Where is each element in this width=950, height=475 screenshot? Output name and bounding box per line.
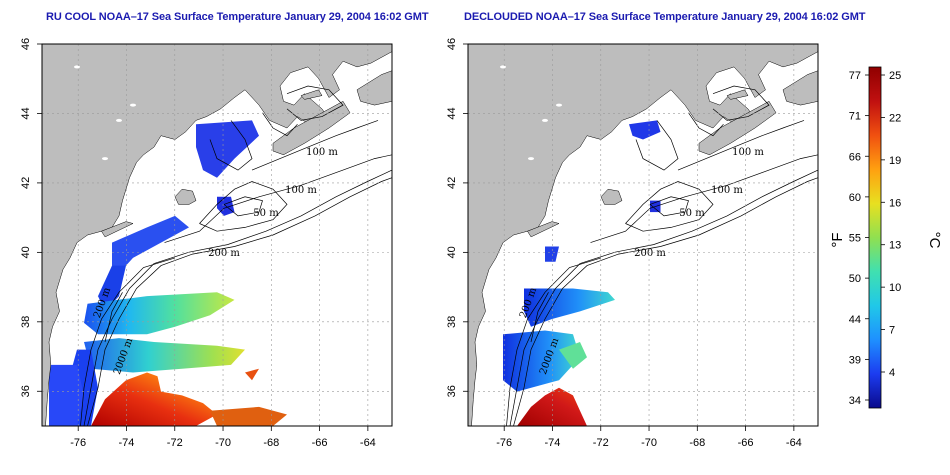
fahrenheit-tick: 34: [849, 395, 861, 407]
latitude-tick-label: 46: [20, 38, 32, 50]
longitude-tick-label: -64: [360, 437, 376, 449]
celsius-tick: 25: [889, 70, 901, 82]
latitude-tick-label: 44: [20, 107, 32, 119]
latitude-tick-label: 44: [446, 107, 458, 119]
longitude-tick-label: -66: [738, 437, 754, 449]
longitude-tick-label: -74: [545, 437, 561, 449]
fahrenheit-tick: 55: [849, 233, 861, 245]
graticule: -76 -74 -72 -70 -68 -66 -64 36 38 40 42 44 46: [446, 38, 818, 449]
contour-label: 100 m: [732, 147, 764, 158]
fahrenheit-tick: 66: [849, 151, 861, 163]
longitude-tick-label: -74: [119, 437, 135, 449]
contour-label: 50 m: [679, 208, 705, 219]
latitude-tick-label: 36: [20, 385, 32, 397]
fahrenheit-tick: 50: [849, 273, 861, 285]
latitude-tick-label: 46: [446, 38, 458, 50]
graticule: -76 -74 -72 -70 -68 -66 -64 36 38 40 42 44 46: [20, 38, 392, 449]
sst-swath: [49, 120, 287, 426]
contour-label: 100 m: [285, 185, 317, 196]
longitude-tick-label: -68: [263, 437, 279, 449]
celsius-tick: 16: [889, 197, 901, 209]
longitude-tick-label: -68: [689, 437, 705, 449]
fahrenheit-unit-label: °F: [829, 232, 846, 247]
longitude-tick-label: -66: [312, 437, 328, 449]
contour-label: 200 m: [208, 248, 240, 259]
map-frame: [467, 43, 819, 427]
celsius-tick: 22: [889, 112, 901, 124]
longitude-tick-label: -72: [593, 437, 609, 449]
contour-label: 100 m: [711, 185, 743, 196]
latitude-tick-label: 42: [20, 177, 32, 189]
longitude-tick-label: -64: [786, 437, 802, 449]
fahrenheit-tick: 77: [849, 70, 861, 82]
latitude-tick-label: 38: [20, 316, 32, 328]
celsius-tick: 4: [889, 367, 895, 379]
longitude-tick-label: -70: [641, 437, 657, 449]
celsius-tick: 10: [889, 282, 901, 294]
land-mass: [467, 43, 819, 427]
latitude-tick-label: 38: [446, 316, 458, 328]
latitude-tick-label: 42: [446, 177, 458, 189]
celsius-tick: 13: [889, 240, 901, 252]
longitude-tick-label: -76: [70, 437, 86, 449]
contour-label: 50 m: [253, 208, 279, 219]
contour-label: 200 m: [634, 248, 666, 259]
contour-label: 100 m: [306, 147, 338, 158]
right-map-title: DECLOUDED NOAA–17 Sea Surface Temperatur…: [464, 11, 866, 23]
temperature-colorbar: 77 71 66 60 55 50 44 39 34 25 22 19 16 13 10 7 4 °F °C: [829, 66, 943, 409]
latitude-tick-label: 40: [446, 246, 458, 258]
celsius-tick: 7: [889, 325, 895, 337]
fahrenheit-tick: 60: [849, 192, 861, 204]
longitude-tick-label: -70: [215, 437, 231, 449]
celsius-tick: 19: [889, 155, 901, 167]
latitude-tick-label: 36: [446, 385, 458, 397]
longitude-tick-label: -72: [167, 437, 183, 449]
map-frame: [41, 43, 393, 427]
latitude-tick-label: 40: [20, 246, 32, 258]
longitude-tick-label: -76: [496, 437, 512, 449]
celsius-unit-label: °C: [926, 232, 943, 249]
left-map-title: RU COOL NOAA–17 Sea Surface Temperature …: [46, 11, 429, 23]
sst-swath: [503, 120, 661, 426]
fahrenheit-tick: 44: [849, 314, 861, 326]
land-mass: [41, 43, 393, 427]
fahrenheit-tick: 71: [849, 111, 861, 123]
fahrenheit-tick: 39: [849, 354, 861, 366]
colorbar-gradient: [868, 66, 882, 409]
